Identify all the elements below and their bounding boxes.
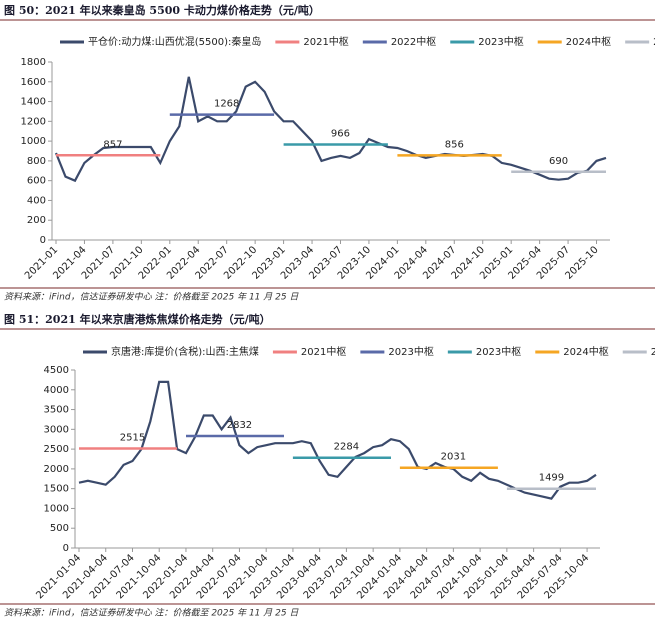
value-label: 1268 bbox=[214, 99, 239, 110]
y-tick-label: 1800 bbox=[21, 57, 46, 68]
y-tick-label: 200 bbox=[27, 215, 46, 226]
legend-label: 2023中枢 bbox=[476, 345, 521, 358]
y-tick-label: 1600 bbox=[21, 77, 46, 88]
y-tick-label: 1200 bbox=[21, 116, 46, 127]
value-label: 856 bbox=[445, 139, 464, 150]
value-label: 2284 bbox=[334, 442, 359, 453]
y-tick-label: 0 bbox=[40, 235, 46, 246]
legend-label: 2024中枢 bbox=[566, 35, 611, 48]
value-label: 2515 bbox=[120, 433, 145, 444]
y-tick-label: 2500 bbox=[44, 444, 69, 455]
source-note: 资料来源：iFind，信达证券研发中心 注：价格截至 2025 年 11 月 2… bbox=[4, 292, 299, 303]
figure-caption: 图 51：2021 年以来京唐港炼焦煤价格走势（元/吨） bbox=[4, 312, 271, 326]
source-note: 资料来源：iFind，信达证券研发中心 注：价格截至 2025 年 11 月 2… bbox=[4, 608, 299, 619]
legend-label: 2025年中枢 bbox=[653, 35, 655, 48]
legend-label: 2024中枢 bbox=[563, 345, 608, 358]
y-tick-label: 500 bbox=[50, 523, 69, 534]
y-tick-label: 0 bbox=[63, 543, 69, 554]
y-tick-label: 400 bbox=[27, 195, 46, 206]
figure-caption: 图 50：2021 年以来秦皇岛 5500 卡动力煤价格走势（元/吨） bbox=[4, 3, 320, 17]
value-label: 966 bbox=[331, 128, 350, 139]
value-label: 2031 bbox=[441, 452, 466, 463]
y-tick-label: 800 bbox=[27, 156, 46, 167]
y-tick-label: 2000 bbox=[44, 464, 69, 475]
value-label: 690 bbox=[549, 156, 568, 167]
y-tick-label: 600 bbox=[27, 176, 46, 187]
y-tick-label: 1500 bbox=[44, 484, 69, 495]
y-tick-label: 1000 bbox=[21, 136, 46, 147]
y-tick-label: 1000 bbox=[44, 503, 69, 514]
y-tick-label: 3000 bbox=[44, 424, 69, 435]
y-tick-label: 3500 bbox=[44, 405, 69, 416]
legend-label: 2025中枢 bbox=[651, 345, 655, 358]
legend-label: 京唐港:库提价(含税):山西:主焦煤 bbox=[111, 345, 259, 358]
y-tick-label: 1400 bbox=[21, 97, 46, 108]
legend-label: 2021中枢 bbox=[303, 35, 348, 48]
legend-label: 2022中枢 bbox=[391, 35, 436, 48]
y-tick-label: 4000 bbox=[44, 385, 69, 396]
legend-label: 2023中枢 bbox=[388, 345, 433, 358]
legend-label: 2023中枢 bbox=[478, 35, 523, 48]
value-label: 1499 bbox=[539, 473, 564, 484]
series-line bbox=[78, 380, 597, 500]
legend-label: 2021中枢 bbox=[301, 345, 346, 358]
y-tick-label: 4500 bbox=[44, 365, 69, 376]
series-line bbox=[54, 76, 607, 183]
value-label: 857 bbox=[103, 139, 122, 150]
legend-label: 平仓价:动力煤:山西优混(5500):秦皇岛 bbox=[88, 35, 261, 48]
value-label: 2832 bbox=[227, 420, 252, 431]
